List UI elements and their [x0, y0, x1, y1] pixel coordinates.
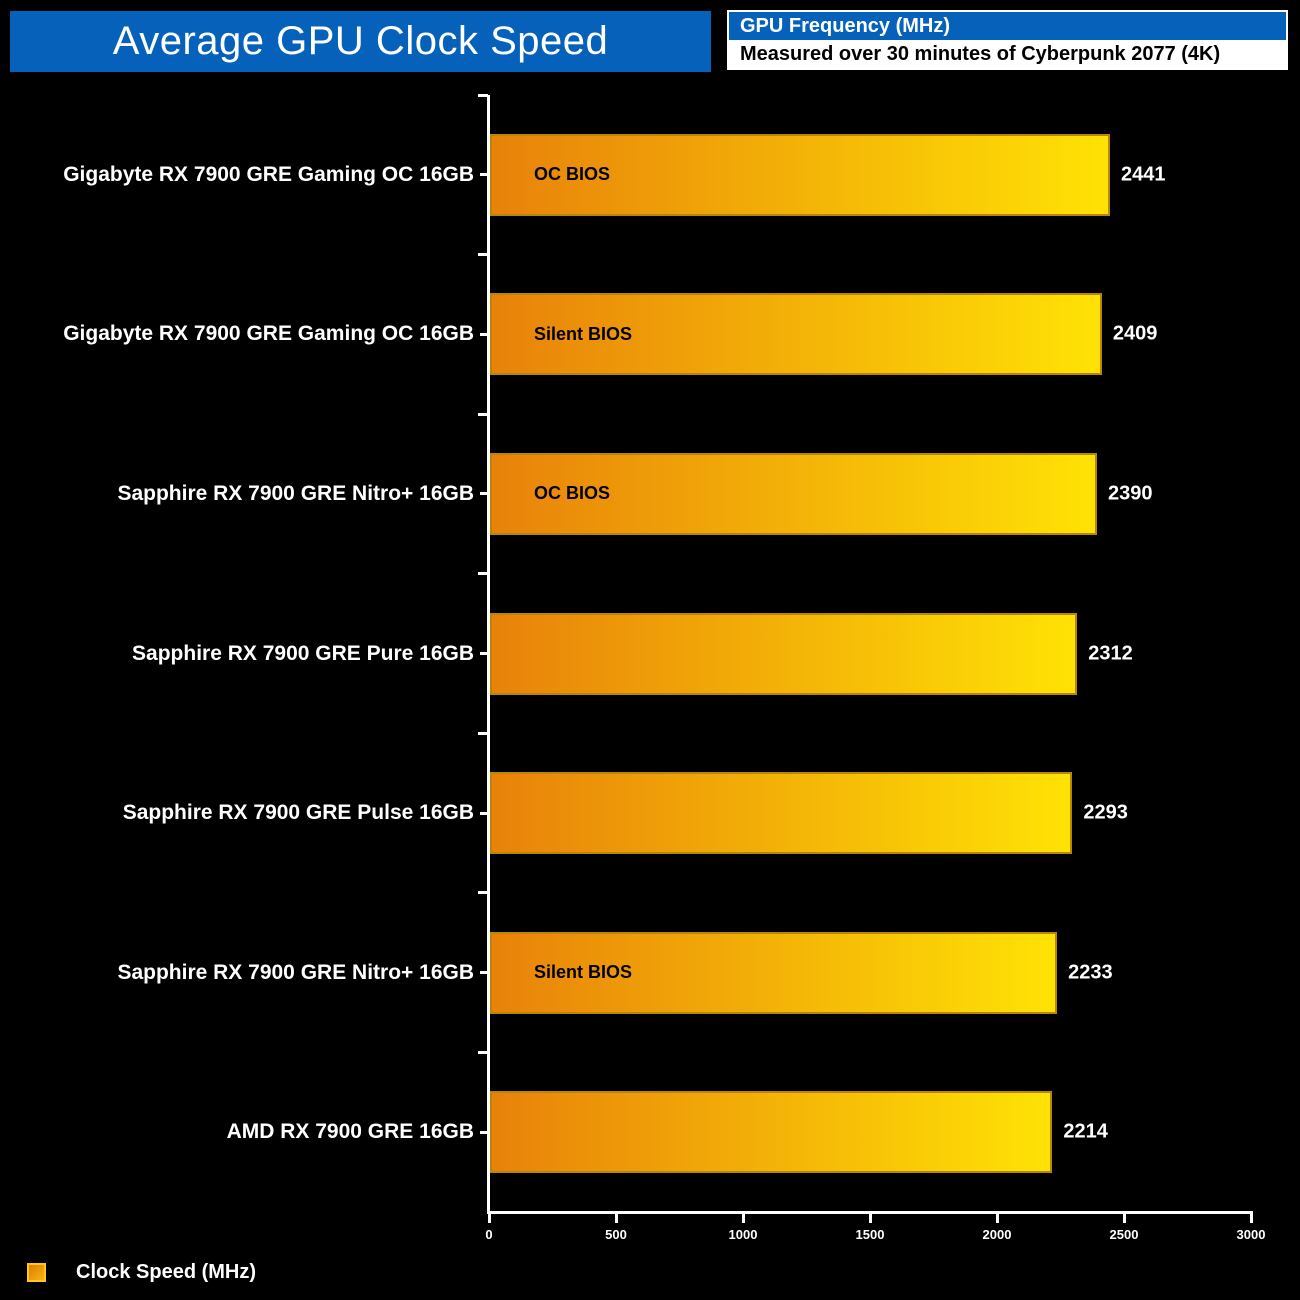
chart-subtitle-label: Measured over 30 minutes of Cyberpunk 20… [740, 42, 1221, 65]
x-axis-tick-label: 1500 [855, 1227, 885, 1242]
category-label: AMD RX 7900 GRE 16GB [226, 1120, 474, 1144]
chart-title-bar: Average GPU Clock Speed [10, 11, 711, 72]
category-tick [480, 1130, 488, 1134]
bar-value-label: 2293 [1083, 801, 1128, 824]
x-axis-tick-label: 2500 [1109, 1227, 1139, 1242]
x-axis-tick [1249, 1214, 1253, 1223]
bar-value-label: 2409 [1112, 322, 1158, 345]
bar-annotation: OC BIOS [534, 164, 611, 185]
category-boundary-tick [478, 253, 488, 257]
x-axis-line [487, 1211, 1253, 1214]
x-axis-tick [1122, 1214, 1126, 1223]
category-label: Sapphire RX 7900 GRE Nitro+ 16GB [117, 960, 474, 984]
category-boundary-tick [478, 93, 488, 97]
chart-header-box: GPU Frequency (MHz) Measured over 30 min… [727, 10, 1288, 70]
chart-title: Average GPU Clock Speed [112, 19, 609, 63]
bar-value-label: 2214 [1063, 1120, 1108, 1143]
category-boundary-tick [478, 891, 488, 895]
x-axis-tick [614, 1214, 618, 1223]
bar-annotation: Silent BIOS [534, 962, 633, 983]
x-axis-tick-label: 3000 [1236, 1227, 1266, 1242]
category-tick [480, 332, 488, 336]
bar-annotation: Silent BIOS [534, 323, 633, 344]
category-label: Sapphire RX 7900 GRE Nitro+ 16GB [117, 481, 474, 505]
x-axis-tick-label: 0 [485, 1227, 493, 1242]
bar: OC BIOS [490, 452, 1098, 535]
category-boundary-tick [478, 731, 488, 735]
category-label: Sapphire RX 7900 GRE Pure 16GB [132, 641, 474, 665]
y-axis-line [487, 95, 490, 1213]
category-label: Sapphire RX 7900 GRE Pulse 16GB [122, 801, 474, 825]
x-axis-tick [741, 1214, 745, 1223]
series-header: GPU Frequency (MHz) [729, 12, 1286, 40]
bar-annotation: OC BIOS [534, 483, 611, 504]
series-header-label: GPU Frequency (MHz) [740, 14, 951, 37]
x-axis-tick [868, 1214, 872, 1223]
category-tick [480, 173, 488, 177]
category-tick [480, 492, 488, 496]
category-tick [480, 652, 488, 655]
category-tick [480, 971, 488, 975]
bar: Silent BIOS [490, 293, 1102, 376]
legend: Clock Speed (MHz) [27, 1261, 256, 1284]
x-axis-tick [995, 1214, 999, 1223]
category-boundary-tick [478, 1050, 488, 1054]
bar-value-label: 2233 [1068, 961, 1113, 984]
bar-value-label: 2441 [1121, 163, 1166, 186]
legend-swatch-icon [27, 1263, 46, 1282]
bar: OC BIOS [490, 133, 1110, 216]
category-boundary-tick [478, 572, 488, 576]
category-label: Gigabyte RX 7900 GRE Gaming OC 16GB [63, 162, 474, 186]
bar-value-label: 2312 [1088, 642, 1133, 664]
bar [490, 772, 1073, 855]
category-label: Gigabyte RX 7900 GRE Gaming OC 16GB [63, 322, 474, 346]
chart-subtitle: Measured over 30 minutes of Cyberpunk 20… [729, 40, 1286, 68]
legend-label: Clock Speed (MHz) [76, 1261, 257, 1283]
bar-value-label: 2390 [1108, 482, 1153, 505]
bar [490, 1091, 1053, 1174]
bar: Silent BIOS [490, 931, 1058, 1014]
category-tick [480, 811, 488, 815]
x-axis-tick-label: 1000 [728, 1227, 758, 1242]
x-axis-tick [487, 1214, 491, 1223]
category-boundary-tick [478, 412, 488, 416]
x-axis-tick-label: 2000 [982, 1227, 1012, 1242]
bar [490, 612, 1078, 695]
x-axis-tick-label: 500 [605, 1227, 627, 1242]
